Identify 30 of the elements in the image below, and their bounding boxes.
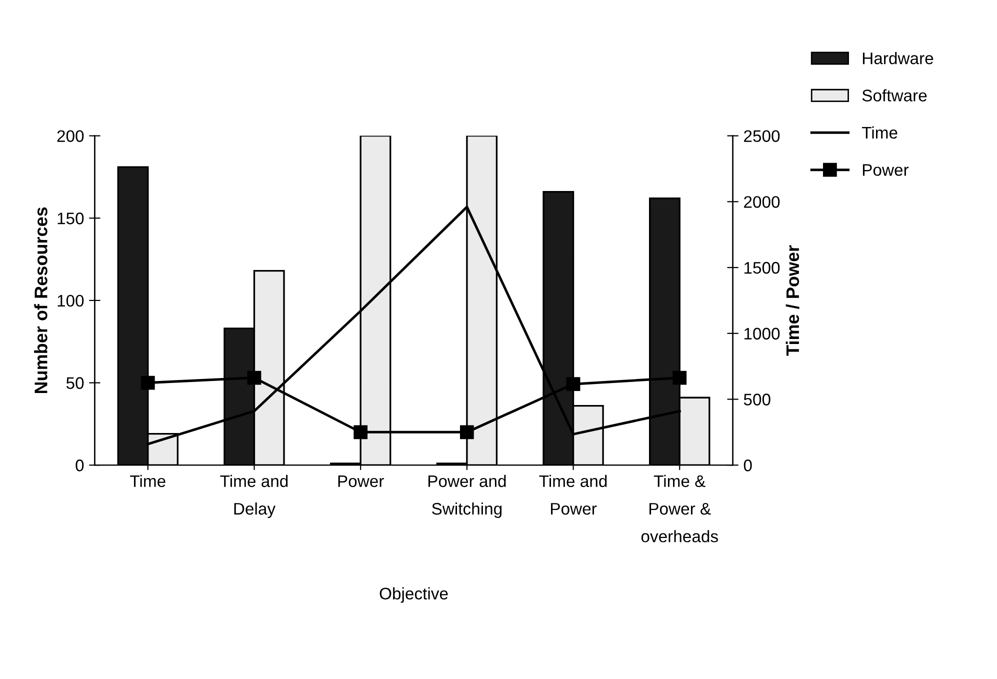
y2-tick-label: 1000 xyxy=(744,328,780,340)
point xyxy=(140,376,155,390)
legend-label: Time xyxy=(862,126,898,139)
x-tick-label: Time xyxy=(130,474,166,488)
y2-tick-label: 500 xyxy=(744,394,770,406)
y2-tick-label: 0 xyxy=(744,460,752,472)
y2-axis-title: Time / Power xyxy=(786,245,800,356)
x-tick-label: Power xyxy=(338,475,384,488)
y2-tick-label: 2000 xyxy=(744,196,780,208)
y-tick-label: 0 xyxy=(76,460,84,472)
point xyxy=(247,370,262,385)
y-tick-label: 150 xyxy=(58,212,84,224)
x-tick-label: Power and Switching xyxy=(428,474,506,518)
legend-label: Software xyxy=(862,89,927,102)
y2-tick-label: 2500 xyxy=(744,130,780,142)
x-axis-title: Objective xyxy=(380,587,448,603)
y-axis-title: Number of Resources xyxy=(34,207,48,394)
x-tick-label: Time and Delay xyxy=(220,474,288,518)
y-tick-label: 200 xyxy=(57,130,84,142)
x-tick-label: Time & Power & overheads xyxy=(641,474,718,542)
y-tick-label: 100 xyxy=(58,294,84,307)
y2-tick-label: 1500 xyxy=(744,262,780,274)
x-tick-label: Time and Power xyxy=(539,474,607,515)
point xyxy=(566,377,580,392)
y-tick-label: 50 xyxy=(66,377,84,389)
point xyxy=(354,425,368,440)
legend-label: Hardware xyxy=(862,52,934,64)
point xyxy=(460,425,474,440)
point xyxy=(672,370,687,385)
legend-label: Power xyxy=(862,164,909,176)
